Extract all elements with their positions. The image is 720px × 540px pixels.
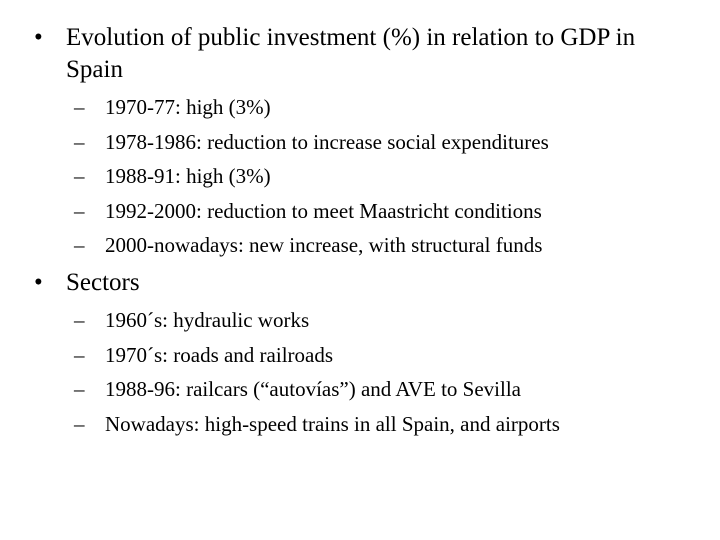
dash-marker: – (74, 95, 85, 119)
bullet-heading-investment: Evolution of public investment (%) in re… (66, 24, 636, 83)
list-item-text: 2000-nowadays: new increase, with struct… (105, 233, 543, 257)
list-item-text: 1988-91: high (3%) (105, 164, 271, 188)
list-item: – 1988-91: high (3%) (34, 163, 694, 198)
list-item: – 1970-77: high (3%) (34, 94, 694, 129)
list-item-text: 1970-77: high (3%) (105, 95, 271, 119)
list-item-text: 1970´s: roads and railroads (105, 342, 334, 367)
dash-marker: – (74, 342, 85, 367)
dash-marker: – (74, 308, 85, 332)
bullet-row: • Sectors (34, 267, 694, 299)
list-item: – Nowadays: high-speed trains in all Spa… (34, 411, 694, 446)
sub-list-sectors: – 1960´s: hydraulic works – 1970´s: road… (34, 307, 694, 445)
dash-marker: – (74, 129, 85, 154)
bullet-investment-evolution: • Evolution of public investment (%) in … (34, 22, 694, 267)
list-item-text: 1992-2000: reduction to meet Maastricht … (105, 198, 542, 223)
dash-marker: – (74, 411, 85, 436)
dash-marker: – (74, 377, 85, 401)
bullet-marker: • (34, 269, 43, 296)
dash-marker: – (74, 198, 85, 223)
list-item: – 1960´s: hydraulic works (34, 307, 694, 342)
bullet-heading-sectors: Sectors (66, 269, 140, 296)
dash-marker: – (74, 233, 85, 257)
list-item: – 2000-nowadays: new increase, with stru… (34, 232, 694, 267)
dash-marker: – (74, 164, 85, 188)
list-item: – 1978-1986: reduction to increase socia… (34, 129, 694, 164)
sub-list-investment: – 1970-77: high (3%) – 1978-1986: reduct… (34, 94, 694, 267)
bullet-marker: • (34, 24, 43, 51)
bullet-sectors: • Sectors – 1960´s: hydraulic works – 19… (34, 267, 694, 445)
list-item: – 1988-96: railcars (“autovías”) and AVE… (34, 376, 694, 411)
list-item: – 1992-2000: reduction to meet Maastrich… (34, 198, 694, 233)
list-item-text: 1960´s: hydraulic works (105, 308, 310, 332)
list-item-text: 1988-96: railcars (“autovías”) and AVE t… (105, 377, 522, 401)
list-item: – 1970´s: roads and railroads (34, 342, 694, 377)
list-item-text: Nowadays: high-speed trains in all Spain… (105, 411, 560, 436)
bullet-row: • Evolution of public investment (%) in … (34, 22, 694, 86)
list-item-text: 1978-1986: reduction to increase social … (105, 129, 549, 154)
